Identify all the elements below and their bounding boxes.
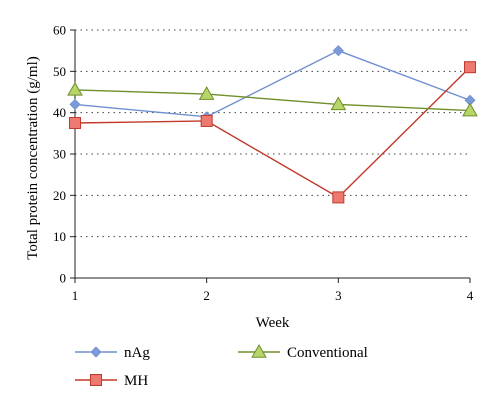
y-axis-title: Total protein concentration (g/ml) [25, 56, 41, 259]
legend: nAg MH Conventional [75, 343, 368, 389]
x-tick-label: 4 [467, 288, 474, 303]
series-line-nag [74, 49, 471, 118]
grid-layer [75, 29, 470, 238]
data-point-conventional [67, 81, 83, 96]
y-tick-label: 0 [60, 271, 67, 286]
y-tick-label: 10 [53, 229, 66, 244]
y-tick-label: 50 [53, 64, 66, 79]
legend-marker-conventional [251, 343, 267, 358]
data-point-mh [332, 191, 345, 204]
data-point-mh [464, 61, 476, 74]
label-layer: 0 10 20 30 40 50 60 1 2 3 4 Week Total protein conce… [25, 23, 474, 332]
series-line-conventional [74, 89, 471, 112]
x-tick-label: 1 [72, 288, 79, 303]
y-tick-label: 20 [53, 188, 66, 203]
data-point-mh [200, 114, 213, 127]
legend-label-conventional: Conventional [287, 345, 368, 361]
y-tick-label: 30 [53, 147, 66, 162]
data-point-mh [69, 117, 81, 129]
y-tick-label: 40 [53, 105, 66, 120]
series-line-mh [74, 66, 471, 199]
x-axis-title: Week [256, 315, 290, 331]
y-tick-label: 60 [53, 23, 66, 38]
legend-marker-nag [90, 346, 102, 358]
x-tick-label: 3 [335, 288, 342, 303]
x-tick-label: 2 [203, 288, 210, 303]
data-point-nag [69, 98, 81, 110]
series-layer [67, 45, 478, 204]
legend-marker-mh [90, 374, 102, 386]
axis-layer [70, 29, 471, 283]
data-point-conventional [198, 86, 215, 100]
data-point-conventional [462, 102, 478, 117]
legend-label-mh: MH [124, 373, 148, 389]
data-point-conventional [330, 96, 347, 111]
legend-label-nag: nAg [124, 345, 150, 361]
data-point-nag [332, 45, 344, 57]
